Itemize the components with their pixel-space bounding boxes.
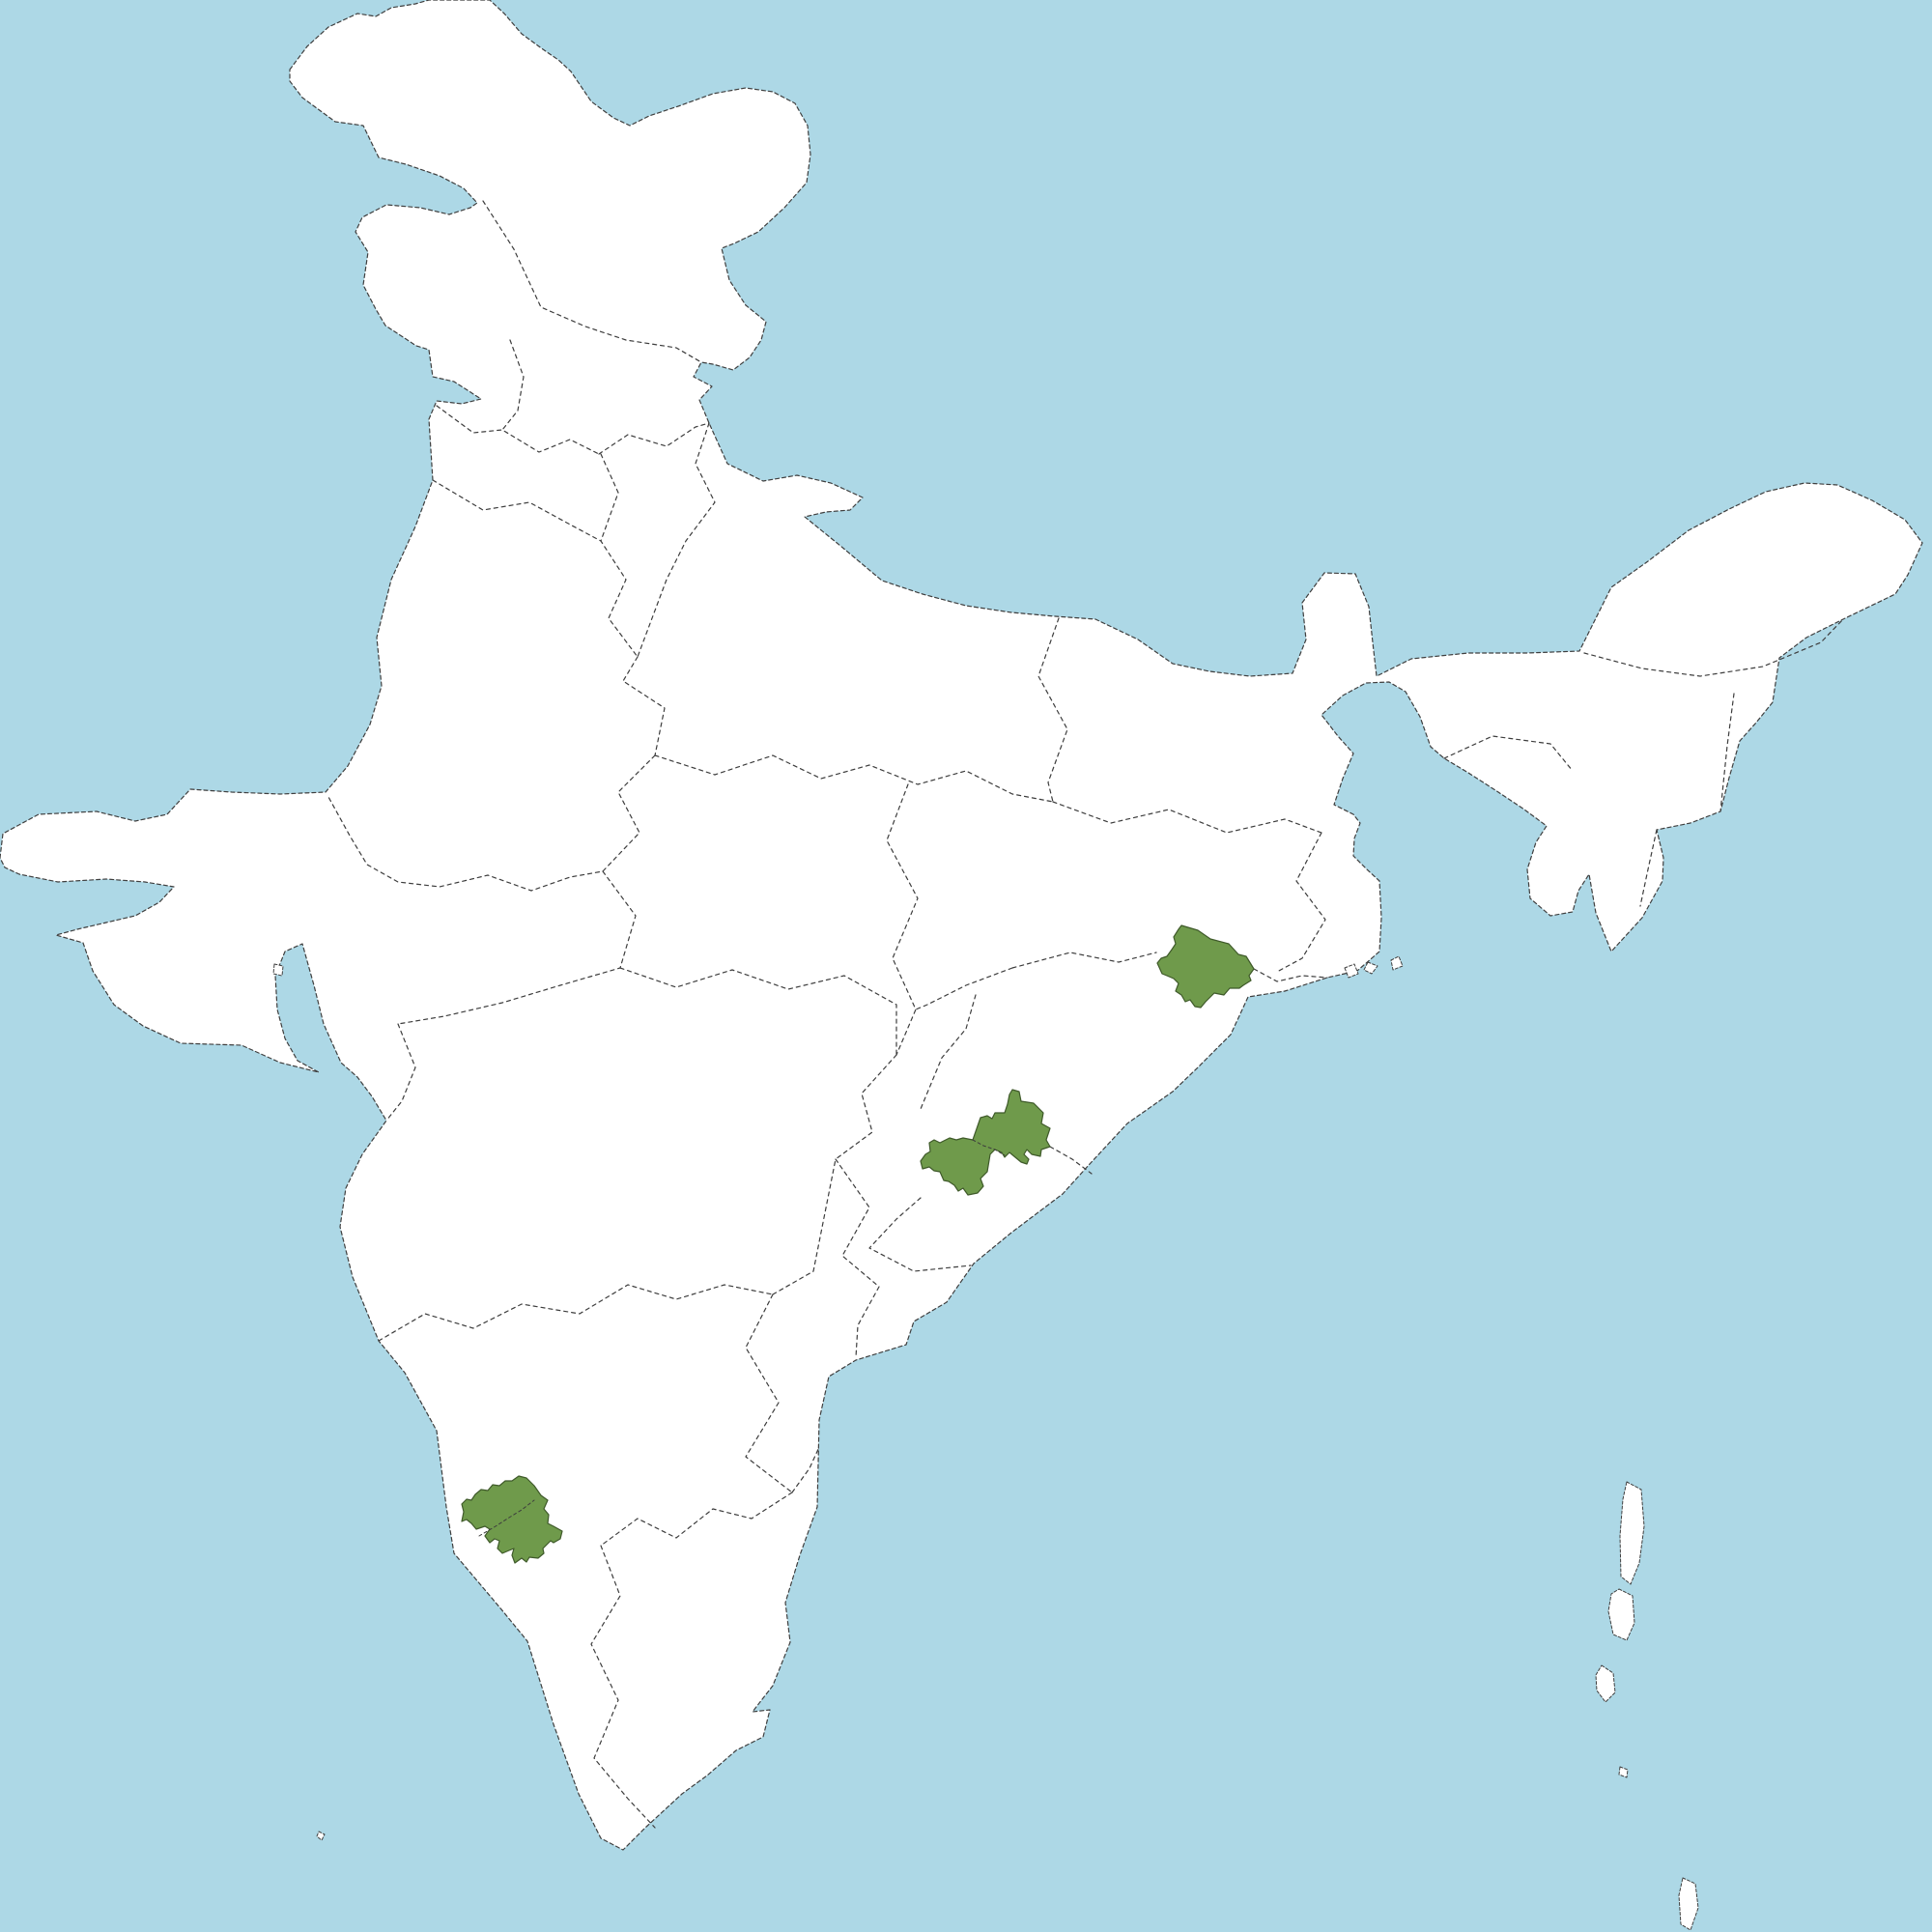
border-uttarakhand-up — [637, 422, 716, 658]
border-maharashtra-telangana — [835, 1054, 897, 1160]
border-himachal-punjab — [436, 405, 600, 455]
border-karnataka-telangana — [772, 1158, 837, 1295]
border-assam-arunachal — [1583, 618, 1844, 677]
border-kerala-tamilnadu — [590, 1545, 656, 1829]
border-mp-chhattisgarh — [886, 783, 919, 1056]
border-karnataka-tamilnadu-kerala — [600, 1492, 793, 1547]
sundarban-islet-3[interactable] — [1390, 955, 1404, 971]
border-jharkhand-odisha — [1011, 952, 1157, 969]
khambhat-islet[interactable] — [272, 963, 284, 977]
highlighted-region-east[interactable] — [1156, 924, 1255, 1009]
border-maharashtra-karnataka — [378, 1284, 774, 1342]
border-rajasthan-mp-gujarat — [327, 754, 656, 892]
divider-southwest-region — [478, 1499, 535, 1537]
nicobar-island[interactable] — [1678, 1877, 1699, 1931]
border-odisha-andhra-coastal — [1049, 1146, 1093, 1175]
border-rajasthan-up-mp — [622, 656, 666, 756]
border-tamilnadu-andhra — [791, 1446, 820, 1493]
andaman-middle-island[interactable] — [1607, 1588, 1635, 1641]
border-manipur-mizoram — [1639, 829, 1658, 907]
border-wb-jharkhand — [1276, 832, 1326, 973]
border-bihar-jharkhand-wb — [1052, 801, 1322, 834]
border-jammu-kashmir-ladakh — [482, 200, 702, 363]
andaman-north-island[interactable] — [1619, 1481, 1645, 1585]
border-up-mp — [654, 754, 1054, 803]
border-gujarat-mp-maharashtra — [397, 870, 637, 1025]
border-assam-nagaland-manipur — [1719, 693, 1735, 812]
highlighted-region-southwest[interactable] — [461, 1475, 563, 1564]
border-up-bihar — [1037, 617, 1068, 803]
border-assam-meghalaya — [1443, 735, 1574, 772]
border-chhattisgarh-jharkhand — [915, 967, 1013, 1010]
border-odisha-andhra — [868, 1197, 972, 1272]
andaman-dot-island[interactable] — [1618, 1766, 1629, 1778]
border-punjab-haryana-rajasthan — [432, 479, 602, 542]
border-jammu-himachal — [501, 339, 525, 431]
border-telangana-andhra — [835, 1158, 880, 1358]
india-mainland[interactable] — [0, 0, 1923, 1851]
lakshadweep-islet[interactable] — [316, 1831, 326, 1841]
border-karnataka-andhra — [745, 1293, 793, 1493]
border-mp-maharashtra — [619, 967, 897, 1056]
sundarban-islet-1[interactable] — [1344, 963, 1359, 979]
divider-central-east-region — [972, 1139, 1006, 1156]
border-wb-odisha — [1253, 968, 1328, 982]
sundarban-islet-2[interactable] — [1363, 961, 1378, 975]
highlighted-region-central-east[interactable] — [920, 1089, 1051, 1196]
border-chhattisgarh-odisha — [920, 994, 977, 1110]
border-gujarat-maharashtra — [385, 1023, 416, 1122]
andaman-little-island[interactable] — [1595, 1664, 1616, 1703]
border-haryana-uttar-pradesh — [600, 453, 639, 658]
border-himachal-uttarakhand — [598, 422, 710, 455]
